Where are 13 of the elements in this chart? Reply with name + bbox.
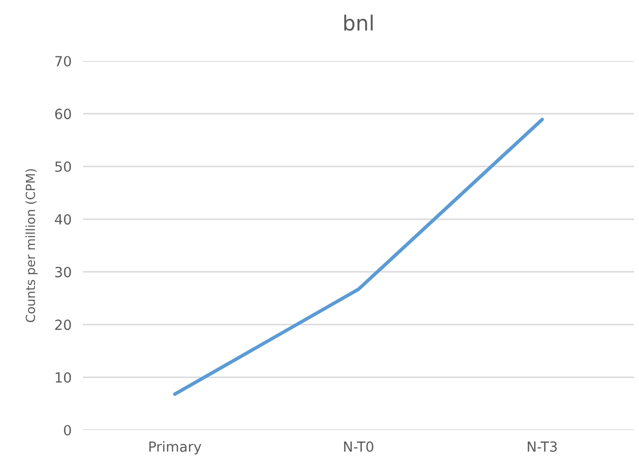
x-tick-label: Primary xyxy=(149,441,202,455)
y-tick-label: 20 xyxy=(55,320,71,330)
y-tick-label: 60 xyxy=(55,108,71,120)
y-tick-label: 30 xyxy=(55,266,71,278)
y-tick-label: 10 xyxy=(56,372,71,383)
y-tick-label: 70 xyxy=(55,56,71,66)
y-tick-label: 40 xyxy=(54,214,71,225)
x-tick-label: N-T3 xyxy=(528,441,557,452)
x-tick-label: N-T0 xyxy=(344,441,374,452)
chart-title: bnl xyxy=(344,14,373,31)
y-tick-label: 50 xyxy=(55,161,71,172)
y-tick-label: 0 xyxy=(64,424,71,436)
y-axis-title: Counts per million (CPM) xyxy=(25,169,38,322)
